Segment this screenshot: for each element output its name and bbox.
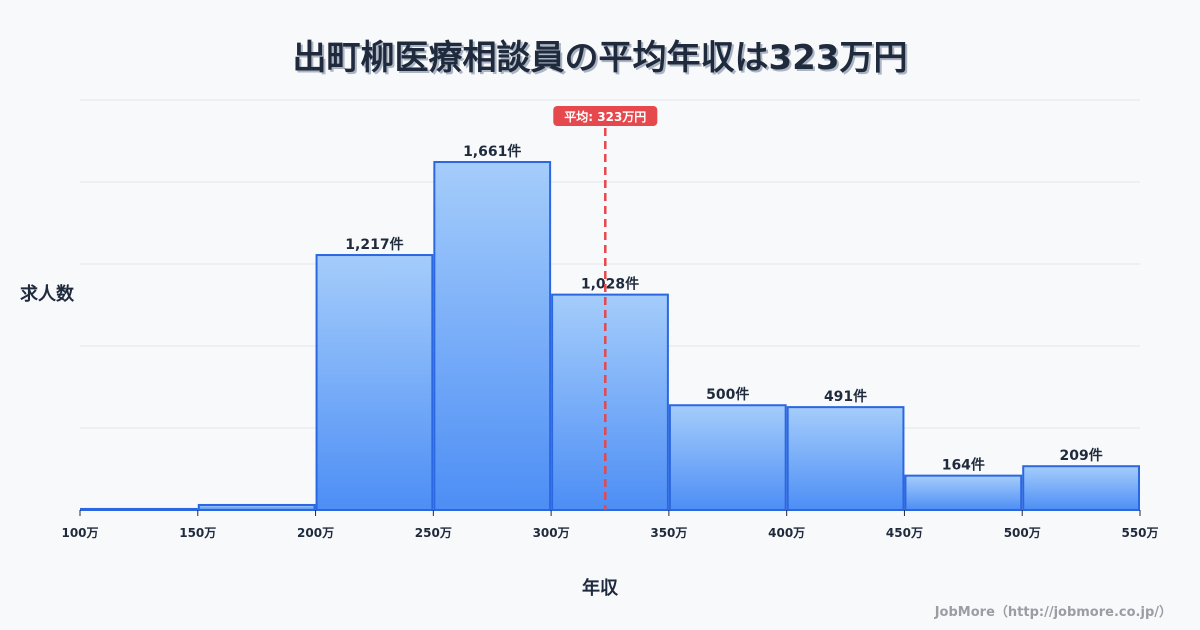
histogram-bar bbox=[80, 507, 198, 512]
histogram-bar bbox=[904, 474, 1023, 512]
mean-badge bbox=[553, 106, 658, 126]
bar-value-label: 1,028件 bbox=[581, 276, 639, 293]
histogram-bar bbox=[786, 406, 905, 511]
histogram-bar bbox=[1022, 465, 1141, 511]
chart-title: 出町柳医療相談員の平均年収は323万円 bbox=[292, 38, 908, 78]
x-tick-label: 250万 bbox=[415, 526, 452, 540]
histogram-bar bbox=[315, 254, 434, 511]
mean-marker: 平均: 323万円 bbox=[553, 106, 658, 510]
bar-value-label: 209件 bbox=[1059, 447, 1102, 464]
bar-value-label: 500件 bbox=[706, 386, 749, 403]
bar-value-label: 1,661件 bbox=[463, 143, 521, 160]
x-tick-label: 450万 bbox=[886, 526, 923, 540]
bars: 1,217件 1,661件 1,028件 500件 491件 164件 209件 bbox=[80, 143, 1141, 512]
bar-value-label: 164件 bbox=[942, 457, 985, 474]
histogram-bar bbox=[668, 404, 787, 512]
x-tick-label: 550万 bbox=[1121, 526, 1158, 540]
bar-value-label: 1,217件 bbox=[345, 236, 403, 253]
x-axis-ticks: 100万 150万 200万 250万 300万 350万 400万 450万 500万 550万 bbox=[61, 510, 1159, 540]
credit-text: JobMore（http://jobmore.co.jp/） bbox=[934, 605, 1172, 620]
x-tick-label: 350万 bbox=[650, 526, 687, 540]
x-axis-label: 年収 bbox=[582, 578, 618, 599]
x-tick-label: 300万 bbox=[533, 526, 570, 540]
x-tick-label: 500万 bbox=[1004, 526, 1041, 540]
histogram-bar bbox=[433, 161, 552, 512]
y-axis-label: 求人数 bbox=[20, 284, 74, 305]
x-tick-label: 100万 bbox=[61, 526, 98, 540]
x-tick-label: 200万 bbox=[297, 526, 334, 540]
x-tick-label: 400万 bbox=[768, 526, 805, 540]
histogram-bar bbox=[197, 503, 316, 511]
bar-value-label: 491件 bbox=[824, 388, 867, 405]
mean-label: 平均: 323万円 bbox=[564, 109, 646, 124]
x-tick-label: 150万 bbox=[179, 526, 216, 540]
histogram-bar bbox=[551, 293, 669, 512]
